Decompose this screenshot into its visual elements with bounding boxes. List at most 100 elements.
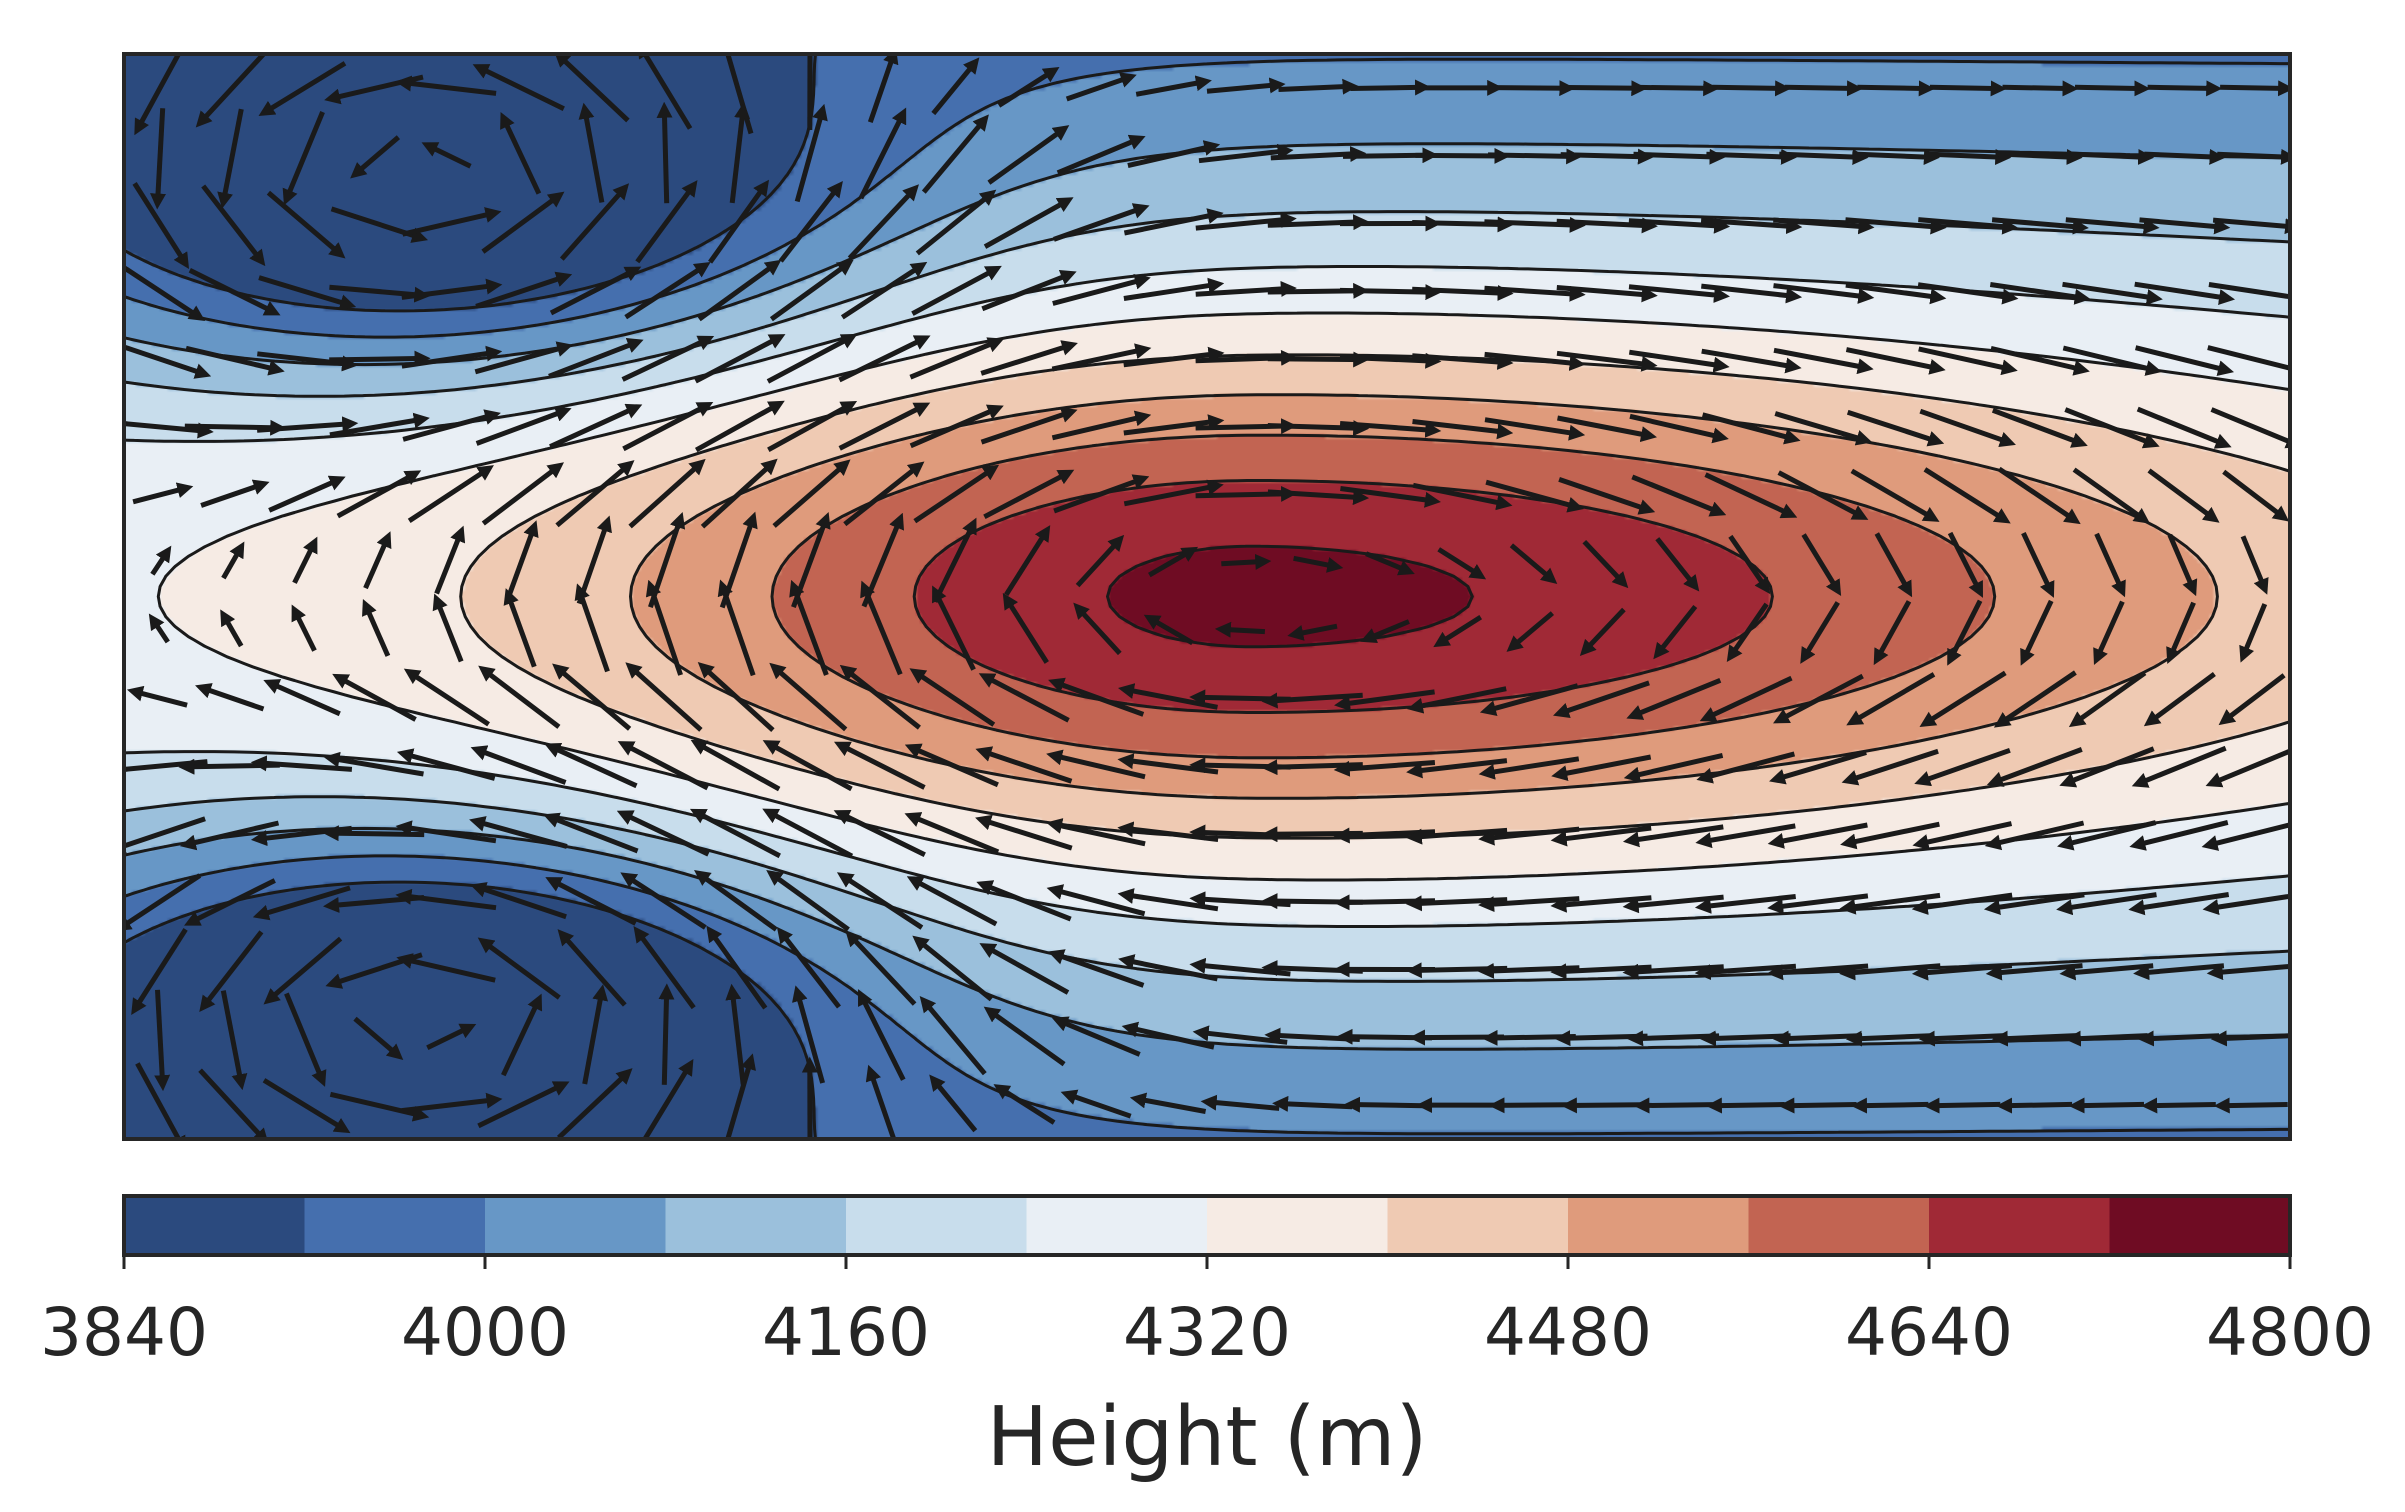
wind-vector — [201, 184, 266, 267]
wind-vector — [1628, 284, 1730, 303]
wind-vector — [913, 464, 1000, 524]
wind-vector — [1918, 217, 2019, 235]
wind-vector — [2021, 532, 2055, 598]
wind-vector — [1700, 1030, 1791, 1047]
colorbar-swatch — [124, 1196, 306, 1255]
wind-vector — [1485, 479, 1584, 513]
wind-vector — [904, 743, 999, 788]
wind-vector — [789, 579, 829, 676]
wind-vector — [477, 937, 561, 1000]
wind-vector — [776, 926, 841, 1009]
wind-vector — [329, 412, 430, 438]
wind-vector — [500, 112, 542, 195]
wind-vector — [2207, 345, 2290, 377]
wind-vector — [1701, 283, 1803, 304]
wind-vector — [1556, 350, 1658, 372]
wind-vector — [909, 404, 1004, 449]
wind-vector — [1912, 821, 2013, 850]
wind-vector — [919, 995, 987, 1076]
wind-vector — [858, 989, 906, 1081]
wind-vector — [912, 935, 993, 1002]
wind-vector — [1839, 892, 1941, 915]
colorbar-swatch — [1748, 1196, 1930, 1255]
wind-vector — [150, 545, 172, 576]
wind-vector — [1143, 614, 1194, 646]
wind-vector — [1118, 954, 1218, 982]
wind-vector — [836, 872, 924, 930]
wind-vector — [725, 1053, 756, 1139]
wind-vector — [1339, 421, 1442, 438]
wind-vector — [124, 421, 214, 439]
wind-vector — [833, 810, 926, 857]
wind-vector — [637, 54, 693, 130]
wind-vector — [1406, 686, 1507, 714]
wind-vector — [1769, 750, 1867, 785]
wind-vector — [656, 101, 673, 204]
wind-vector — [909, 337, 1005, 380]
wind-vector — [124, 873, 202, 932]
wind-vector — [1801, 533, 1842, 597]
wind-vector — [477, 1081, 570, 1129]
wind-vector — [469, 816, 568, 849]
wind-vector — [1929, 80, 2007, 97]
wind-vector — [625, 662, 703, 732]
wind-vector — [1340, 486, 1441, 508]
wind-vector — [1334, 689, 1435, 712]
wind-vector — [1560, 1097, 1641, 1114]
wind-vector — [1073, 602, 1122, 656]
wind-vector — [282, 111, 325, 206]
wind-vector — [1412, 482, 1513, 511]
wind-vector — [981, 269, 1077, 312]
wind-vector — [983, 197, 1074, 249]
wind-vector — [543, 812, 639, 854]
wind-vector — [1272, 1095, 1353, 1112]
wind-vector — [220, 609, 244, 648]
wind-vector — [694, 870, 778, 932]
wind-vector — [1800, 601, 1840, 664]
wind-vector — [574, 583, 610, 673]
wind-vector — [195, 683, 265, 712]
wind-vector — [132, 482, 194, 505]
wind-vector — [395, 75, 497, 96]
wind-vector — [402, 207, 502, 237]
wind-vector — [1851, 1097, 1929, 1114]
wind-vector — [1704, 472, 1798, 519]
wind-vector — [1923, 467, 2011, 524]
wind-vector — [766, 870, 850, 932]
wind-vector — [426, 1023, 477, 1051]
wind-vector — [1127, 140, 1221, 169]
wind-vector — [184, 878, 276, 926]
wind-vector — [200, 479, 270, 508]
wind-vector — [1293, 555, 1344, 573]
height-contour-fill — [124, 54, 2290, 1139]
wind-vector — [2074, 80, 2151, 97]
wind-vector — [195, 54, 267, 128]
wind-vector — [2147, 80, 2223, 97]
wind-vector — [1857, 80, 1935, 97]
wind-vector — [1556, 217, 1658, 234]
wind-vector — [983, 469, 1075, 520]
wind-vector — [1267, 489, 1370, 506]
wind-vector — [1484, 417, 1586, 441]
wind-vector — [220, 990, 248, 1091]
wind-vector — [1412, 419, 1514, 440]
wind-vector — [481, 462, 564, 526]
wind-vector — [1845, 282, 1947, 305]
wind-vector — [1567, 80, 1648, 97]
wind-vector — [2137, 1030, 2220, 1047]
wind-vector — [1557, 415, 1657, 443]
wind-vector — [395, 820, 497, 844]
wind-vector — [2141, 1097, 2216, 1114]
wind-vector — [2093, 600, 2125, 666]
wind-vector — [2210, 407, 2290, 449]
wind-vector — [501, 993, 543, 1077]
wind-vector — [635, 180, 698, 264]
wind-vector — [474, 341, 574, 375]
wind-vector — [865, 1064, 897, 1139]
wind-vector — [1845, 217, 1947, 235]
wind-vector — [1701, 412, 1801, 445]
wind-vector — [1919, 408, 2016, 448]
colorbar-swatch — [1929, 1196, 2111, 1255]
wind-vector — [1623, 752, 1724, 783]
wind-vector — [132, 182, 190, 270]
